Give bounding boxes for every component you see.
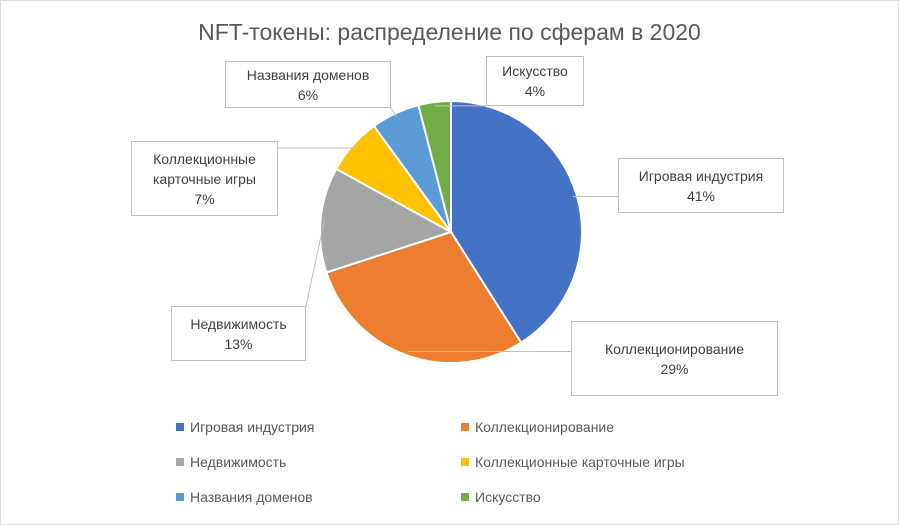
label-name: Недвижимость [190, 315, 287, 332]
legend-item: Названия доменов [176, 489, 313, 505]
legend-label: Коллекционирование [475, 419, 615, 435]
legend-swatch [176, 423, 184, 431]
legend-label: Игровая индустрия [190, 419, 315, 435]
pie-slice [417, 99, 452, 233]
legend-label: Недвижимость [190, 454, 287, 470]
legend-label: Искусство [475, 489, 541, 505]
label-value: 13% [224, 335, 253, 352]
label-name: Коллекционные карточные игры [153, 150, 256, 187]
legend-item: Недвижимость [176, 454, 286, 470]
data-label: Недвижимость 13% [171, 306, 306, 361]
legend-swatch [176, 458, 184, 466]
data-label: Названия доменов 6% [225, 61, 391, 108]
label-value: 7% [194, 190, 215, 207]
pie-slice [319, 167, 454, 274]
pie-slice [325, 230, 523, 364]
label-value: 4% [524, 83, 546, 99]
legend-swatch [461, 423, 469, 431]
label-value: 6% [297, 86, 319, 103]
label-name: Названия доменов [246, 66, 370, 83]
label-name: Игровая индустрия [638, 167, 764, 184]
label-name: Коллекционирование [604, 340, 745, 357]
label-value: 41% [686, 187, 716, 204]
legend-item: Коллекционные карточные игры [461, 454, 685, 470]
legend-label: Названия доменов [190, 489, 313, 505]
data-label: Коллекционные карточные игры 7% [131, 141, 278, 216]
legend-item: Коллекционирование [461, 419, 614, 435]
data-label: Игровая индустрия 41% [618, 158, 784, 213]
leader-line [390, 107, 398, 118]
label-value: 29% [660, 360, 689, 377]
legend-item: Искусство [461, 489, 541, 505]
chart-title: NFT-токены: распределение по сферам в 20… [198, 19, 701, 45]
legend-item: Игровая индустрия [176, 419, 314, 435]
label-name: Искусство [502, 63, 568, 79]
data-label: Искусство 4% [486, 56, 584, 106]
legend-swatch [461, 493, 469, 501]
legend-swatch [176, 493, 184, 501]
legend-label: Коллекционные карточные игры [475, 454, 685, 470]
leader-line [305, 219, 325, 307]
legend-swatch [461, 458, 469, 466]
data-label: Коллекционирование 29% [571, 321, 778, 396]
